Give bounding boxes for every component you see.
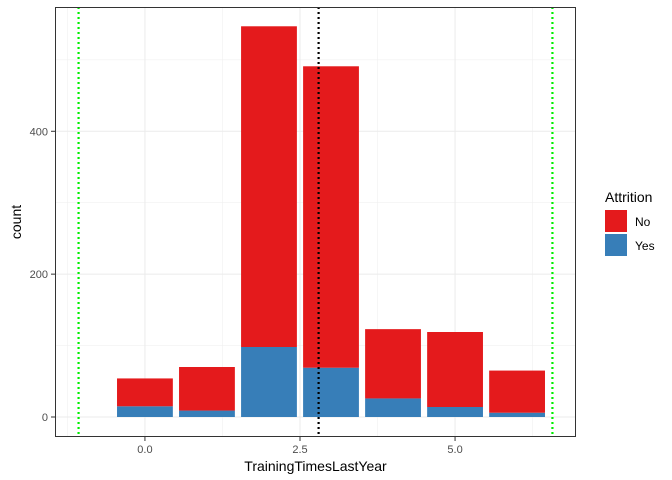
- bar-yes-3: [303, 367, 359, 417]
- bar-yes-2: [241, 347, 297, 417]
- legend: Attrition No Yes: [605, 189, 655, 256]
- x-tick-label: 5.0: [447, 444, 462, 456]
- bar-no-4: [365, 329, 421, 399]
- bar-no-3: [303, 66, 359, 368]
- y-axis-title: count: [8, 205, 24, 239]
- legend-label-yes: Yes: [635, 239, 655, 253]
- y-tick-label: 200: [30, 269, 48, 281]
- legend-label-no: No: [635, 215, 651, 229]
- bar-no-5: [427, 332, 483, 407]
- x-tick-label: 0.0: [137, 444, 152, 456]
- reference-lines: [77, 7, 554, 437]
- bars: [117, 26, 545, 417]
- bar-yes-0: [117, 406, 173, 417]
- legend-swatch-no: [605, 210, 627, 232]
- bar-no-0: [117, 378, 173, 407]
- legend-title: Attrition: [605, 189, 652, 205]
- bar-yes-5: [427, 407, 483, 417]
- bar-no-6: [489, 370, 545, 413]
- y-tick-label: 0: [42, 412, 48, 424]
- x-axis-ticks: 0.0 2.5 5.0: [137, 437, 463, 456]
- bar-yes-4: [365, 398, 421, 417]
- bar-no-2: [241, 26, 297, 348]
- y-axis-ticks: 0 200 400: [30, 126, 55, 424]
- y-tick-label: 400: [30, 126, 48, 138]
- x-tick-label: 2.5: [292, 444, 307, 456]
- bar-yes-6: [489, 412, 545, 417]
- bar-yes-1: [179, 410, 235, 417]
- x-axis-title: TrainingTimesLastYear: [244, 458, 387, 474]
- legend-swatch-yes: [605, 234, 627, 256]
- bar-no-1: [179, 367, 235, 411]
- plot-panel-border: [55, 7, 576, 437]
